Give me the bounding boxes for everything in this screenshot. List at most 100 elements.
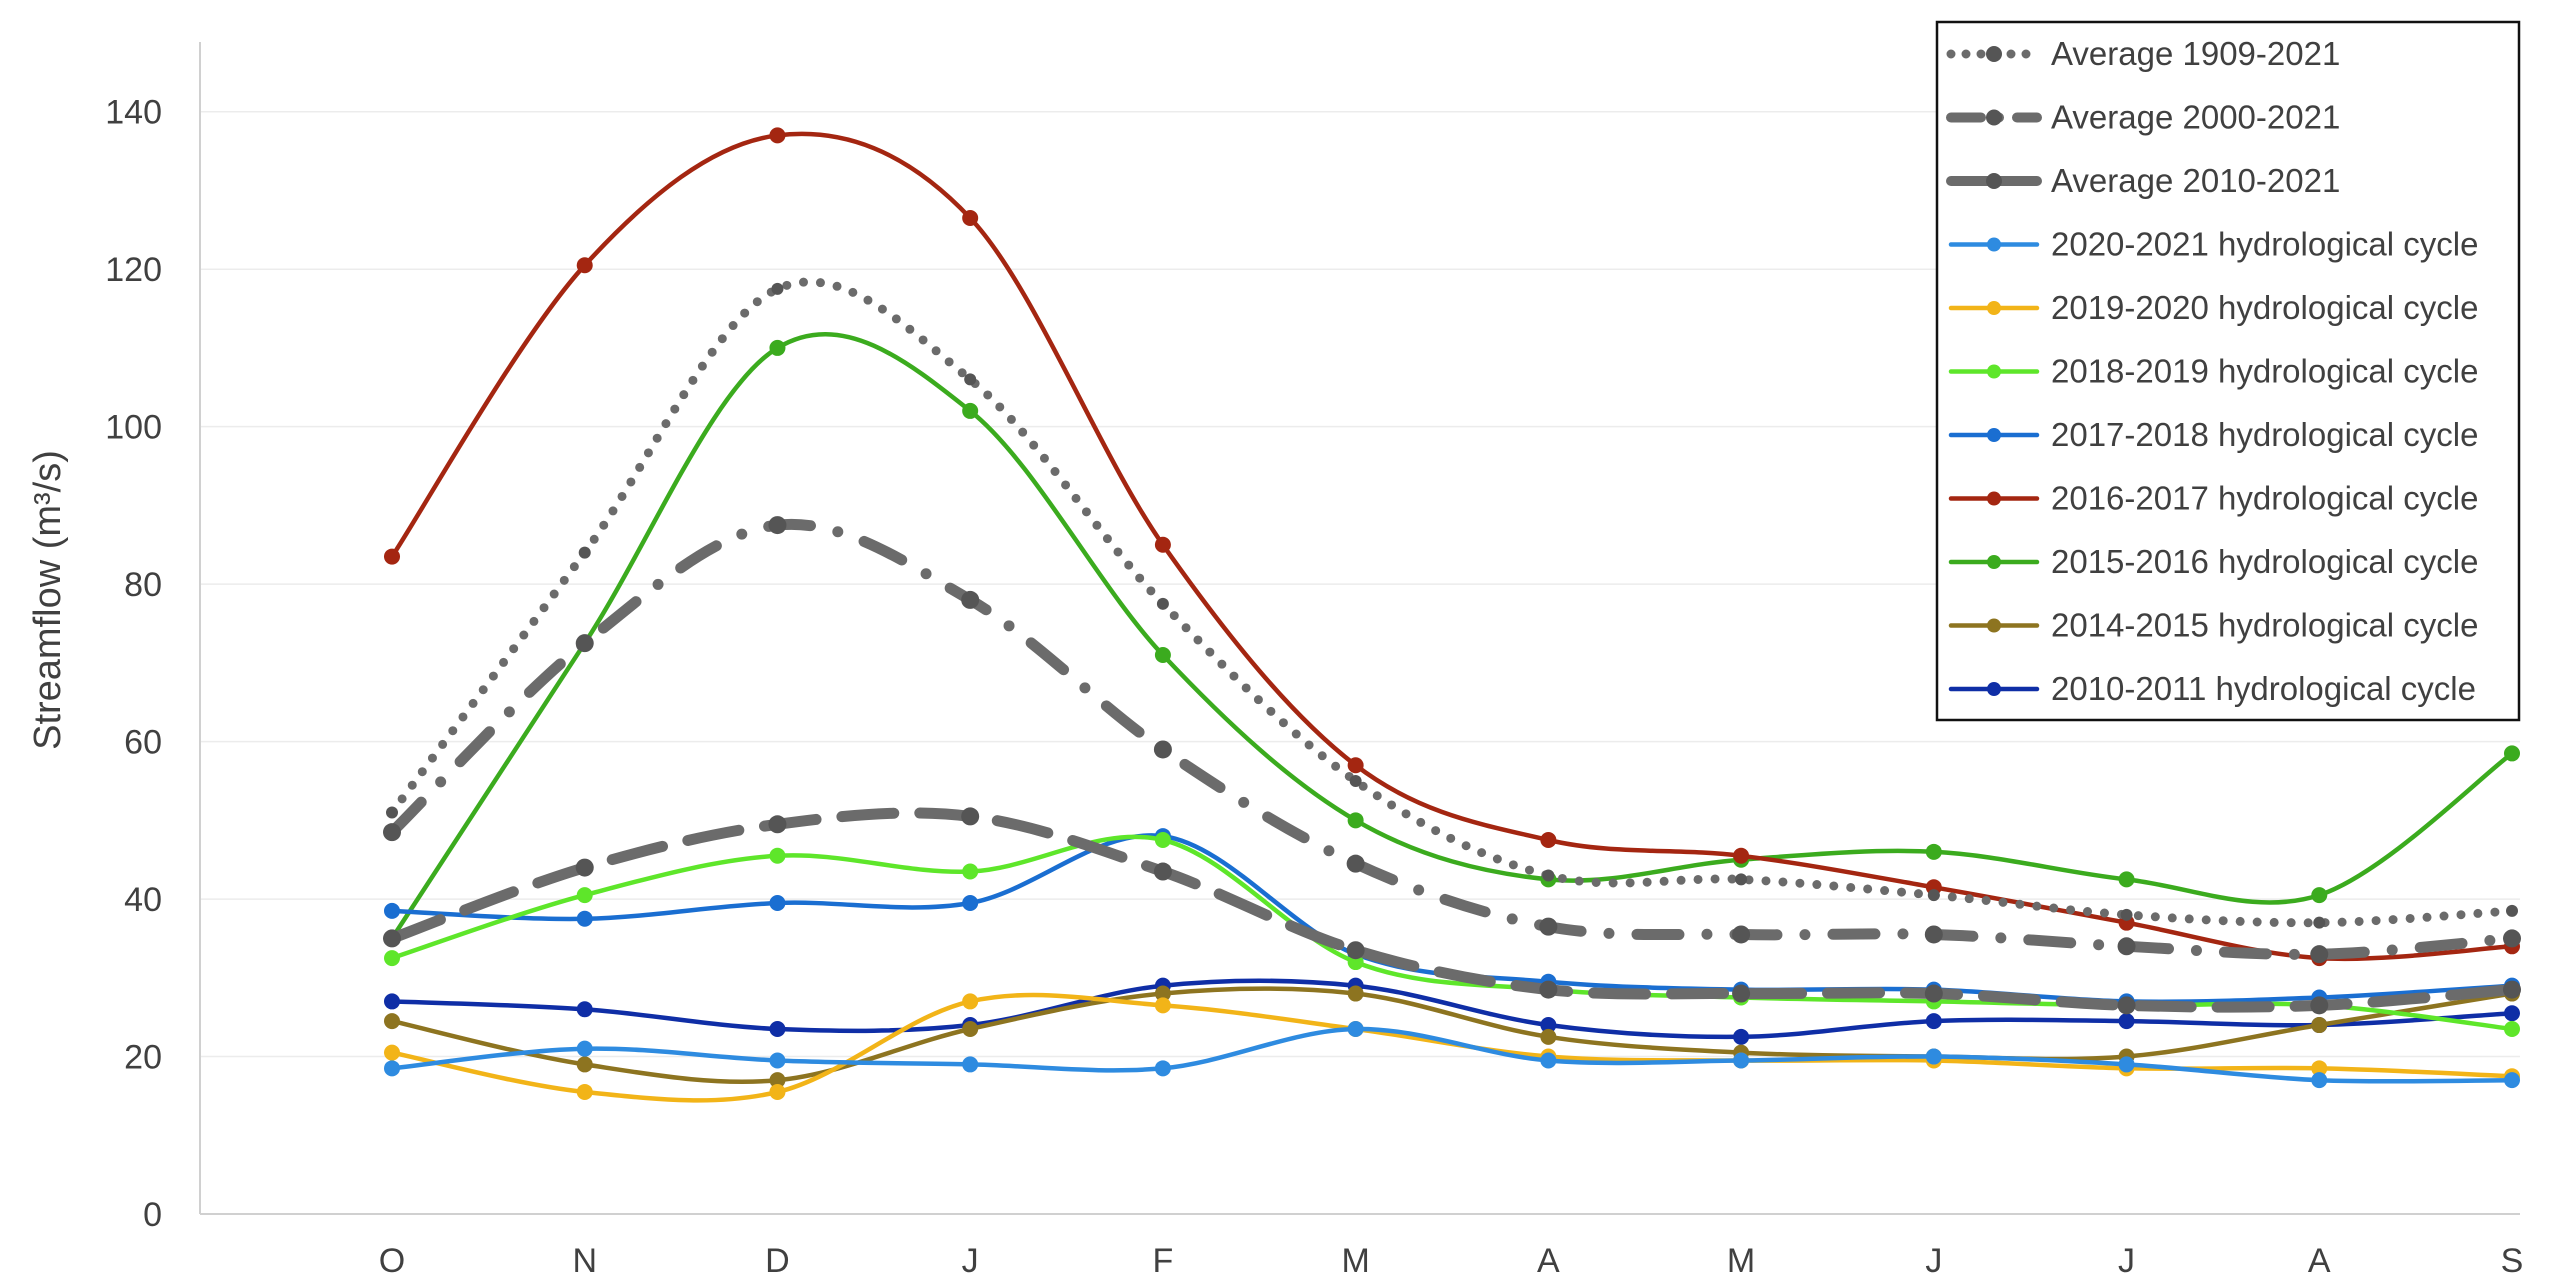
data-point [1540, 1028, 1557, 1045]
data-point [1347, 985, 1364, 1002]
data-point [962, 863, 979, 880]
data-point [2504, 1072, 2520, 1089]
data-point [383, 823, 401, 842]
legend-swatch-marker [1986, 109, 2002, 126]
series-average-2010-2021 [383, 807, 2521, 1015]
data-point [384, 993, 400, 1010]
data-point [769, 1052, 786, 1069]
data-point [2506, 904, 2518, 917]
legend-swatch-marker [1986, 173, 2002, 189]
data-point [1347, 1020, 1364, 1037]
legend-swatch-marker [1987, 618, 2001, 633]
data-point [1349, 774, 1362, 787]
data-point [961, 590, 980, 609]
legend-swatch-marker [1987, 237, 2001, 252]
data-point [1153, 740, 1172, 759]
data-point [576, 1056, 593, 1073]
legend-swatch-marker [1987, 682, 2001, 696]
legend-label: 2019-2020 hydrological cycle [2051, 289, 2478, 326]
data-point [962, 993, 979, 1010]
y-tick-label: 100 [105, 409, 162, 447]
data-point [2310, 945, 2329, 964]
data-point [386, 806, 398, 819]
data-point [769, 1020, 786, 1037]
data-point [1539, 980, 1558, 999]
axes [199, 42, 2520, 1215]
data-point [2504, 745, 2520, 762]
data-point [384, 1044, 400, 1061]
y-tick-label: 40 [124, 881, 162, 919]
x-tick-label: M [1727, 1242, 1755, 1276]
data-point [576, 257, 593, 274]
legend-swatch-marker [1987, 301, 2001, 315]
data-point [769, 895, 786, 912]
data-point [2311, 1017, 2328, 1034]
series-average-1909-2021 [386, 277, 2518, 929]
legend-entry: Average 2010-2021 [1946, 162, 2340, 199]
series-line [389, 1026, 2515, 1084]
data-point [2118, 1056, 2135, 1073]
x-tick-label: M [1341, 1242, 1369, 1276]
series-2010-2011-hydrological-cycle [384, 977, 2520, 1045]
legend-label: 2017-2018 hydrological cycle [2051, 416, 2478, 453]
data-point [1540, 832, 1557, 849]
legend-label: 2014-2015 hydrological cycle [2051, 607, 2478, 644]
legend-entry: 2015-2016 hydrological cycle [1948, 543, 2478, 580]
data-point [1346, 941, 1365, 960]
legend-entry: 2019-2020 hydrological cycle [1948, 289, 2478, 326]
data-point [383, 929, 401, 948]
x-tick-label: J [2118, 1242, 2135, 1276]
y-tick-label: 0 [143, 1196, 162, 1234]
data-point [2310, 996, 2329, 1015]
series-average-2000-2021 [383, 516, 2521, 964]
y-tick-label: 60 [124, 724, 162, 762]
x-tick-label: D [765, 1242, 790, 1276]
y-axis-label: Streamflow (m³/s) [27, 450, 69, 750]
data-point [576, 1083, 593, 1100]
legend-entry: 2020-2021 hydrological cycle [1948, 226, 2478, 263]
x-tick-label: F [1153, 1242, 1174, 1276]
data-point [2503, 980, 2521, 999]
data-point [578, 546, 591, 559]
data-point [576, 887, 593, 904]
data-point [964, 373, 977, 386]
data-point [2313, 916, 2326, 929]
data-point [2311, 1072, 2328, 1089]
data-point [1733, 847, 1750, 864]
legend-entry: 2010-2011 hydrological cycle [1948, 670, 2476, 707]
legend-label: 2018-2019 hydrological cycle [2051, 353, 2478, 390]
data-point [2311, 1060, 2328, 1077]
series-line [389, 992, 2515, 1103]
data-point [1154, 985, 1171, 1002]
data-point [1347, 812, 1364, 829]
data-point [769, 339, 786, 356]
legend-entry: 2014-2015 hydrological cycle [1948, 607, 2478, 644]
y-tick-label: 80 [124, 566, 162, 604]
data-point [961, 807, 980, 826]
data-point [1735, 873, 1748, 886]
x-tick-label: A [1537, 1242, 1560, 1276]
data-point [575, 634, 594, 653]
series-lines [383, 127, 2521, 1103]
data-point [768, 516, 787, 535]
data-point [2120, 908, 2133, 921]
data-point [769, 847, 786, 864]
data-point [769, 1072, 786, 1089]
data-point [1154, 1060, 1171, 1077]
data-point [2118, 871, 2135, 888]
series-line [386, 807, 2518, 1013]
data-point [1154, 832, 1171, 849]
data-point [1927, 889, 1940, 902]
data-point [1154, 536, 1171, 553]
series-2020-2021-hydrological-cycle [384, 1020, 2520, 1089]
y-tick-label: 120 [105, 251, 162, 289]
data-point [1540, 1052, 1557, 1069]
data-point [2503, 929, 2521, 948]
data-point [1346, 854, 1365, 873]
data-point [575, 858, 594, 877]
data-point [2117, 996, 2136, 1015]
data-point [1925, 1048, 1942, 1065]
legend-entry: Average 1909-2021 [1946, 35, 2340, 72]
